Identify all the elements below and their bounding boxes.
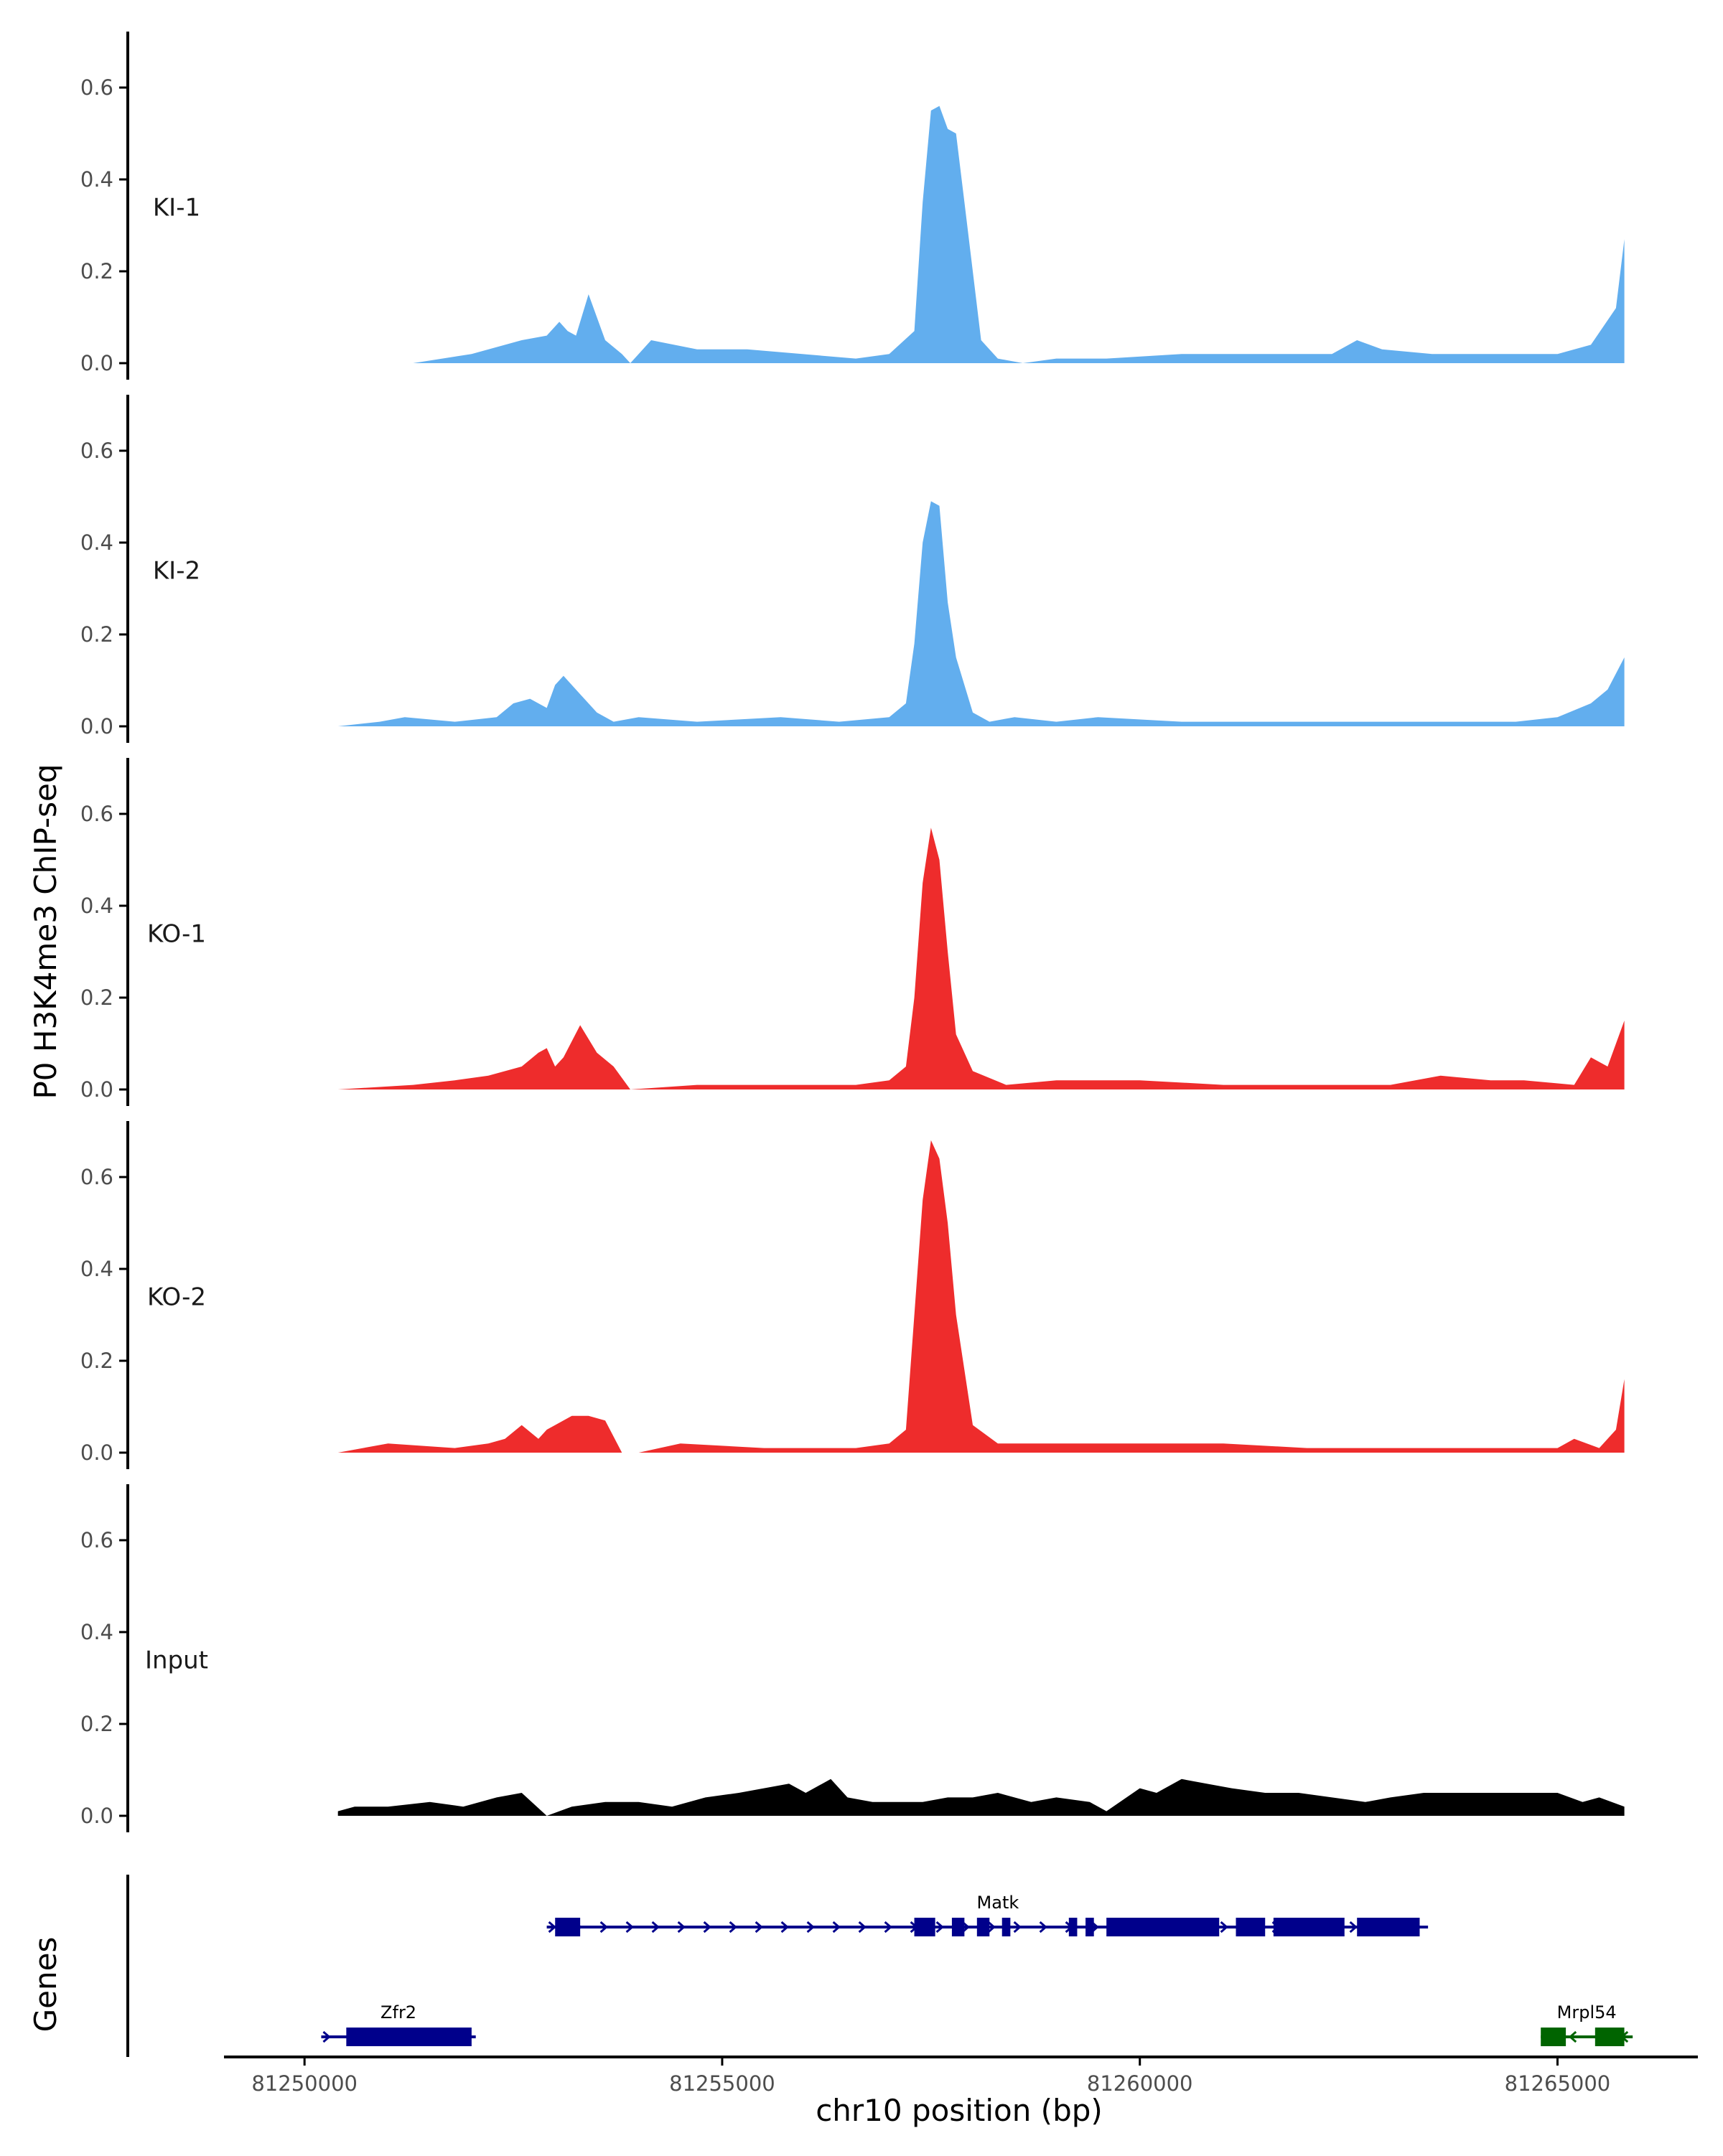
strand-chevron <box>729 1921 737 1934</box>
track-panel-input: 0.0 0.2 0.4 0.6 Input <box>80 1484 1625 1832</box>
strand-chevron <box>755 1921 763 1934</box>
y-tick-label: 0.0 <box>80 1440 113 1465</box>
strand-chevron <box>1349 1921 1358 1934</box>
strand-chevron <box>1220 1921 1228 1934</box>
strand-chevron <box>548 1921 556 1934</box>
coverage-area-ki-1 <box>413 106 1625 363</box>
x-axis-title: chr10 position (bp) <box>816 2093 1103 2128</box>
track-panel-ko-2: 0.0 0.2 0.4 0.6 KO-2 <box>80 1121 1625 1469</box>
track-panel-ki-1: 0.0 0.2 0.4 0.6 KI-1 <box>80 32 1625 380</box>
gene-exon <box>1541 2028 1566 2046</box>
strand-chevron <box>806 1921 815 1934</box>
gene-label-mrpl54: Mrpl54 <box>1557 2002 1617 2023</box>
y-tick-label: 0.0 <box>80 1077 113 1102</box>
strand-chevron <box>677 1921 686 1934</box>
y-tick-label: 0.4 <box>80 530 113 555</box>
strand-chevron <box>703 1921 711 1934</box>
y-tick-label: 0.4 <box>80 894 113 918</box>
y-tick-label: 0.6 <box>80 1165 113 1189</box>
coverage-area-ko-1 <box>337 828 1625 1089</box>
strand-chevron <box>1013 1921 1022 1934</box>
y-tick-label: 0.6 <box>80 439 113 463</box>
gene-exon <box>555 1918 581 1936</box>
y-tick-label: 0.0 <box>80 1804 113 1828</box>
strand-chevron <box>1568 2030 1577 2043</box>
strand-chevron <box>884 1921 892 1934</box>
track-panels: 0.00.20.40.6KI-10.00.20.40.6KI-20.00.20.… <box>80 32 1625 1832</box>
x-tick-label: 81260000 <box>1087 2071 1193 2096</box>
track-panel-ki-2: 0.0 0.2 0.4 0.6 KI-2 <box>80 395 1625 743</box>
y-tick-label: 0.6 <box>80 802 113 826</box>
gene-exon <box>1106 1918 1220 1936</box>
y-tick-label: 0.4 <box>80 1620 113 1644</box>
genes-panel: 81250000 81255000 81260000 81265000 Matk Zfr2… <box>126 1875 1698 2096</box>
gene-label-matk: Matk <box>977 1893 1019 1913</box>
y-tick-label: 0.2 <box>80 1712 113 1736</box>
y-axis-title: P0 H3K4me3 ChIP-seq <box>28 764 63 1099</box>
gene-label-zfr2: Zfr2 <box>380 2002 416 2023</box>
gene-exon <box>1357 1918 1420 1936</box>
genes-axis-title: Genes <box>28 1937 63 2033</box>
gene-exon <box>346 2028 472 2046</box>
y-tick-label: 0.2 <box>80 259 113 283</box>
x-tick-label: 81250000 <box>251 2071 358 2096</box>
gene-exon <box>1085 1918 1094 1936</box>
y-tick-label: 0.0 <box>80 351 113 375</box>
strand-chevron <box>987 1921 996 1934</box>
gene-exon <box>1236 1918 1266 1936</box>
track-label-ki-1: KI-1 <box>153 193 200 222</box>
gene-exon <box>1273 1918 1345 1936</box>
strand-chevron <box>625 1921 634 1934</box>
gene-zfr2: Zfr2 <box>321 2002 476 2046</box>
coverage-area-input <box>337 1778 1625 1816</box>
strand-chevron <box>858 1921 867 1934</box>
gene-exon <box>1594 2028 1625 2046</box>
gene-exon <box>976 1918 990 1936</box>
track-label-input: Input <box>145 1646 208 1674</box>
gene-mrpl54: Mrpl54 <box>1541 2002 1633 2046</box>
strand-chevron <box>935 1921 944 1934</box>
y-tick-label: 0.2 <box>80 622 113 647</box>
y-tick-label: 0.4 <box>80 167 113 192</box>
gene-exon <box>1068 1918 1078 1936</box>
strand-chevron <box>832 1921 841 1934</box>
x-tick-label: 81265000 <box>1505 2071 1611 2096</box>
strand-chevron <box>599 1921 608 1934</box>
y-tick-label: 0.4 <box>80 1257 113 1281</box>
gene-exon <box>1001 1918 1011 1936</box>
y-tick-label: 0.6 <box>80 1528 113 1552</box>
x-tick-label: 81255000 <box>669 2071 775 2096</box>
coverage-area-ki-2 <box>337 501 1625 726</box>
coverage-area-ko-2 <box>337 1140 1625 1453</box>
gene-exon <box>951 1918 965 1936</box>
y-tick-label: 0.2 <box>80 1349 113 1373</box>
gene-exon <box>914 1918 935 1936</box>
track-label-ko-2: KO-2 <box>147 1283 206 1311</box>
track-panel-ko-1: 0.0 0.2 0.4 0.6 KO-1 <box>80 758 1625 1106</box>
strand-chevron <box>322 2030 331 2043</box>
y-tick-label: 0.0 <box>80 714 113 739</box>
strand-chevron <box>1039 1921 1047 1934</box>
strand-chevron <box>780 1921 789 1934</box>
strand-chevron <box>651 1921 660 1934</box>
y-tick-label: 0.6 <box>80 75 113 100</box>
gene-matk: Matk <box>546 1893 1429 1936</box>
y-tick-label: 0.2 <box>80 985 113 1010</box>
track-label-ki-2: KI-2 <box>153 556 200 585</box>
track-label-ko-1: KO-1 <box>147 919 206 948</box>
